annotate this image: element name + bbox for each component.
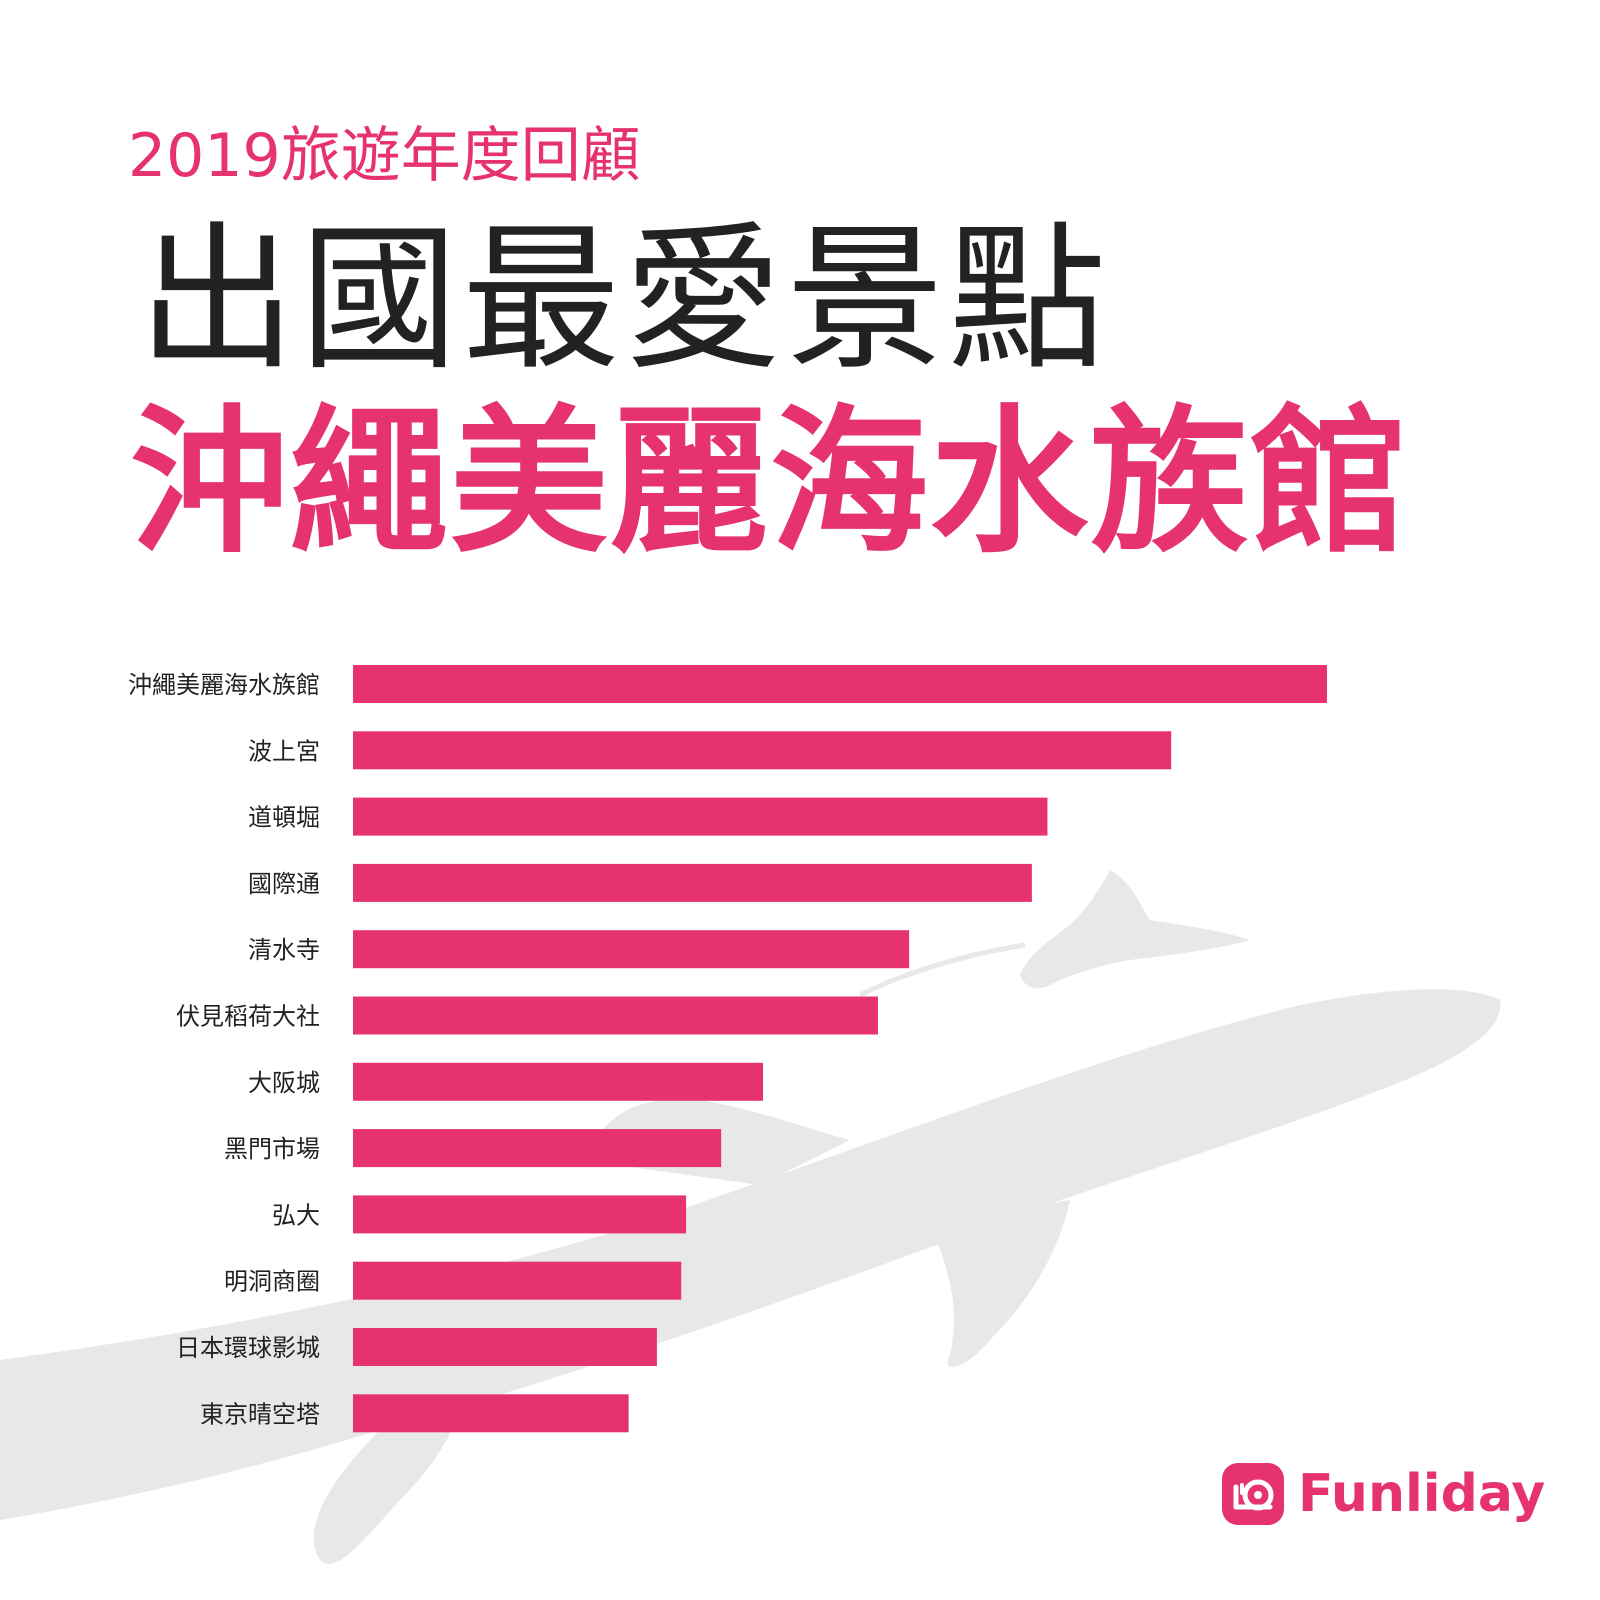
category-label: 沖繩美麗海水族館 [128, 671, 320, 699]
bar [353, 1195, 687, 1234]
bar [353, 1129, 722, 1168]
bar [353, 1394, 629, 1433]
top-attraction-highlight: 沖繩美麗海水族館 [130, 391, 1410, 575]
category-label: 明洞商圈 [224, 1268, 320, 1296]
chart-subtitle: 2019旅遊年度回顧 [128, 121, 641, 191]
category-label: 波上宮 [248, 737, 320, 765]
brand-name: Funliday [1298, 1464, 1546, 1524]
category-label: 大阪城 [248, 1069, 320, 1097]
category-label: 道頓堀 [248, 804, 320, 832]
category-label: 國際通 [248, 870, 320, 898]
category-label: 日本環球影城 [176, 1334, 320, 1362]
category-label: 弘大 [272, 1201, 320, 1229]
category-label: 清水寺 [248, 936, 320, 964]
category-label: 伏見稻荷大社 [176, 1003, 320, 1031]
bar [353, 1328, 657, 1366]
bar [353, 1062, 764, 1101]
bar [353, 930, 910, 969]
bar [353, 1261, 682, 1300]
chart-headline: 出國最愛景點 [138, 208, 1110, 392]
snail-icon [1222, 1463, 1284, 1525]
bar [353, 996, 878, 1035]
category-label: 東京晴空塔 [200, 1400, 320, 1428]
bar [353, 797, 1048, 836]
category-label: 黑門市場 [224, 1135, 320, 1163]
brand-logo: Funliday [1222, 1462, 1545, 1526]
bar [353, 665, 1327, 703]
bar [353, 731, 1172, 770]
bar [353, 863, 1032, 902]
